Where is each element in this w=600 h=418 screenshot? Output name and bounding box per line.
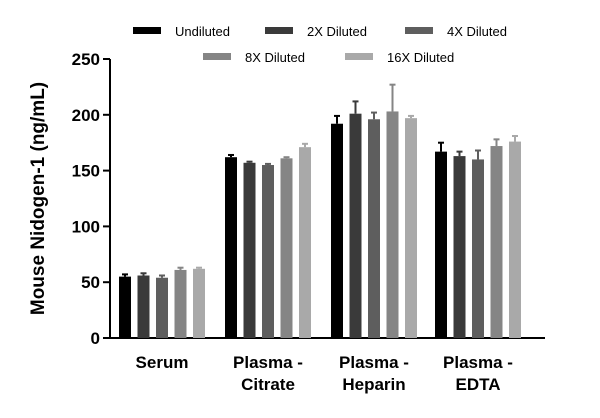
y-tick-label: 50: [81, 273, 100, 292]
y-tick-label: 100: [72, 217, 100, 236]
x-category-label: Plasma -: [339, 353, 409, 372]
bar: [331, 123, 343, 338]
bar: [490, 146, 503, 338]
bar: [156, 277, 168, 338]
bar: [262, 165, 274, 338]
y-tick-label: 200: [72, 106, 100, 125]
bar: [349, 113, 362, 339]
bar: [472, 159, 484, 338]
legend-swatch: [405, 27, 433, 34]
x-category-label: Plasma -: [233, 353, 303, 372]
y-tick-label: 250: [72, 50, 100, 69]
bar: [193, 268, 205, 338]
y-tick-label: 0: [91, 329, 100, 348]
bar: [405, 118, 417, 338]
y-tick-label: 150: [72, 162, 100, 181]
legend-label: 8X Diluted: [245, 50, 305, 65]
bar: [243, 162, 256, 338]
bar: [368, 119, 380, 338]
legend-label: 4X Diluted: [447, 24, 507, 39]
bar: [386, 111, 399, 339]
x-category-label: Serum: [136, 353, 189, 372]
legend-label: 16X Diluted: [387, 50, 454, 65]
x-category-label: Plasma -: [443, 353, 513, 372]
bar: [435, 151, 447, 338]
bar: [299, 147, 311, 338]
bar: [453, 156, 466, 338]
legend-swatch: [265, 27, 293, 34]
bar: [225, 157, 237, 338]
bar: [280, 158, 293, 338]
legend-swatch: [133, 27, 161, 34]
bar: [137, 275, 150, 338]
x-category-label: Citrate: [241, 375, 295, 394]
x-category-label: EDTA: [455, 375, 500, 394]
legend-label: Undiluted: [175, 24, 230, 39]
bar: [119, 276, 131, 338]
bar: [509, 141, 521, 338]
bar: [174, 269, 187, 338]
legend-label: 2X Diluted: [307, 24, 367, 39]
legend-swatch: [203, 53, 231, 60]
legend-swatch: [345, 53, 373, 60]
x-category-label: Heparin: [342, 375, 405, 394]
y-axis-title: Mouse Nidogen-1 (ng/mL): [28, 82, 49, 315]
